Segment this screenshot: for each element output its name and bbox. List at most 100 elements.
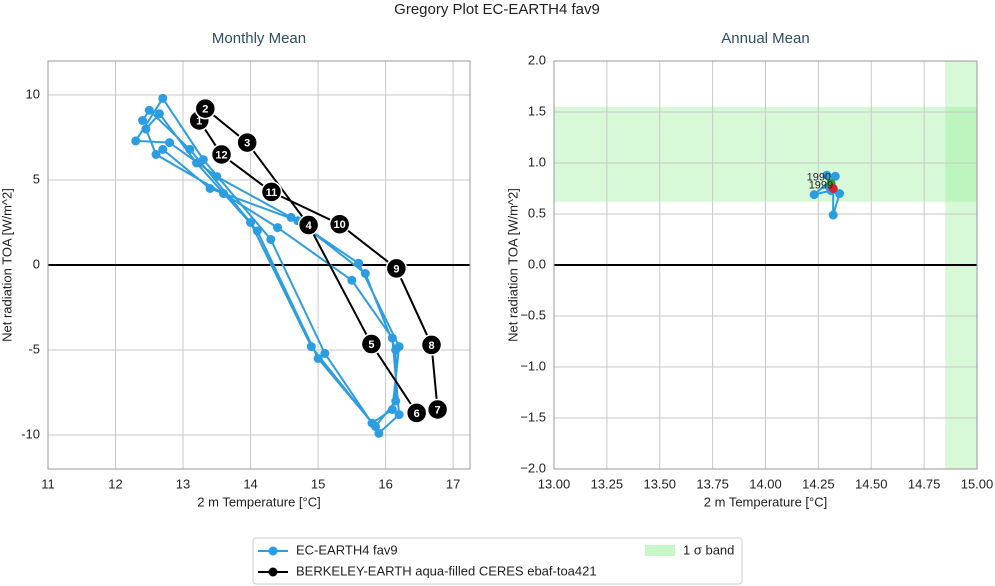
data-point (387, 405, 397, 414)
legend-marker (268, 567, 278, 577)
x-axis-label: 2 m Temperature [°C] (197, 494, 320, 509)
x-tick-label: 11 (41, 476, 55, 491)
data-point (830, 171, 840, 181)
data-point (158, 93, 168, 103)
end-marker (828, 184, 838, 193)
data-point (809, 190, 819, 200)
y-tick-label: 5 (33, 171, 40, 186)
data-point (266, 235, 276, 244)
x-tick-label: 13.25 (591, 476, 624, 491)
y-tick-label: -10 (21, 426, 40, 441)
data-point (387, 333, 397, 343)
x-tick-label: 14.75 (908, 476, 941, 491)
point-label: 2 (202, 104, 208, 116)
data-point (185, 144, 195, 154)
subplot-title: Monthly Mean (212, 30, 306, 47)
data-point (154, 109, 164, 119)
data-point (370, 422, 380, 431)
y-tick-label: −2.0 (520, 460, 546, 475)
data-point (131, 136, 141, 146)
point-label: 8 (428, 340, 434, 352)
data-point (391, 345, 401, 355)
data-point (273, 223, 283, 233)
data-point (165, 138, 175, 148)
x-axis-label: 2 m Temperature [°C] (704, 494, 827, 509)
data-point (219, 189, 229, 199)
x-tick-label: 17 (446, 476, 460, 491)
point-label: 9 (393, 263, 399, 275)
data-point (151, 150, 161, 159)
data-point (260, 181, 283, 203)
point-label: 5 (368, 339, 374, 351)
y-tick-label: −1.0 (520, 358, 546, 373)
data-point (360, 269, 370, 278)
data-point (822, 170, 832, 180)
data-point (246, 218, 256, 227)
data-point (297, 214, 320, 236)
point-label: 3 (244, 138, 250, 150)
x-tick-label: 14.00 (749, 476, 782, 491)
data-point (212, 172, 222, 182)
point-label: 7 (435, 404, 441, 416)
axes-frame (47, 60, 471, 470)
data-point (236, 131, 258, 154)
figure-title: Gregory Plot EC-EARTH4 fav9 (394, 1, 600, 18)
y-tick-label: −0.5 (520, 307, 546, 322)
annotation: 1999 (809, 179, 833, 191)
data-point (391, 396, 401, 406)
point-label: 10 (334, 219, 346, 231)
data-point (252, 226, 262, 236)
subplot-title: Annual Mean (721, 30, 809, 47)
x-tick-label: 13.50 (643, 476, 676, 491)
point-label: 11 (266, 187, 278, 199)
data-point (192, 158, 202, 168)
legend-band (645, 545, 675, 556)
legend-label: 1 σ band (683, 542, 734, 557)
x-tick-label: 12 (108, 476, 122, 491)
x-tick-label: 15.00 (961, 476, 994, 491)
y-tick-label: −1.5 (520, 409, 546, 424)
x-tick-label: 13.00 (538, 476, 571, 491)
data-point (354, 258, 364, 268)
data-point (198, 155, 208, 165)
legend: EC-EARTH4 fav9 BERKELEY-EARTH aqua-filled… (252, 537, 743, 585)
x-tick-label: 13.75 (696, 476, 729, 491)
data-point (405, 402, 428, 424)
legend-label: EC-EARTH4 fav9 (296, 542, 398, 557)
x-tick-label: 14 (243, 476, 257, 491)
y-tick-label: 0.0 (528, 256, 546, 271)
data-point (394, 410, 404, 420)
data-point (313, 354, 323, 363)
y-tick-label: 0 (33, 256, 40, 271)
data-point (385, 257, 408, 280)
legend-marker (268, 546, 278, 556)
x-tick-label: 15 (311, 476, 325, 491)
data-point (286, 212, 296, 222)
data-point (347, 275, 357, 285)
legend-box (252, 537, 743, 585)
y-tick-label: 10 (26, 86, 40, 101)
x-tick-label: 14.25 (802, 476, 835, 491)
point-label: 4 (306, 220, 313, 232)
point-label: 6 (414, 408, 420, 420)
data-point (374, 428, 384, 438)
data-point (360, 333, 383, 355)
y-axis-label: Net radiation TOA [W/m^2] (505, 188, 520, 342)
y-axis-label: Net radiation TOA [W/m^2] (0, 188, 14, 342)
data-point (194, 97, 217, 120)
data-point (144, 105, 154, 115)
x-tick-label: 14.50 (855, 476, 888, 491)
y-tick-label: 2.0 (528, 52, 546, 67)
data-point (828, 210, 838, 220)
y-tick-label: -5 (28, 341, 40, 356)
y-tick-label: 0.5 (528, 205, 546, 220)
annotation: 1990 (807, 171, 831, 183)
point-label: 12 (215, 149, 227, 161)
data-point (328, 213, 351, 235)
data-point (210, 143, 233, 166)
x-tick-label: 16 (378, 476, 392, 491)
data-point (306, 342, 316, 352)
